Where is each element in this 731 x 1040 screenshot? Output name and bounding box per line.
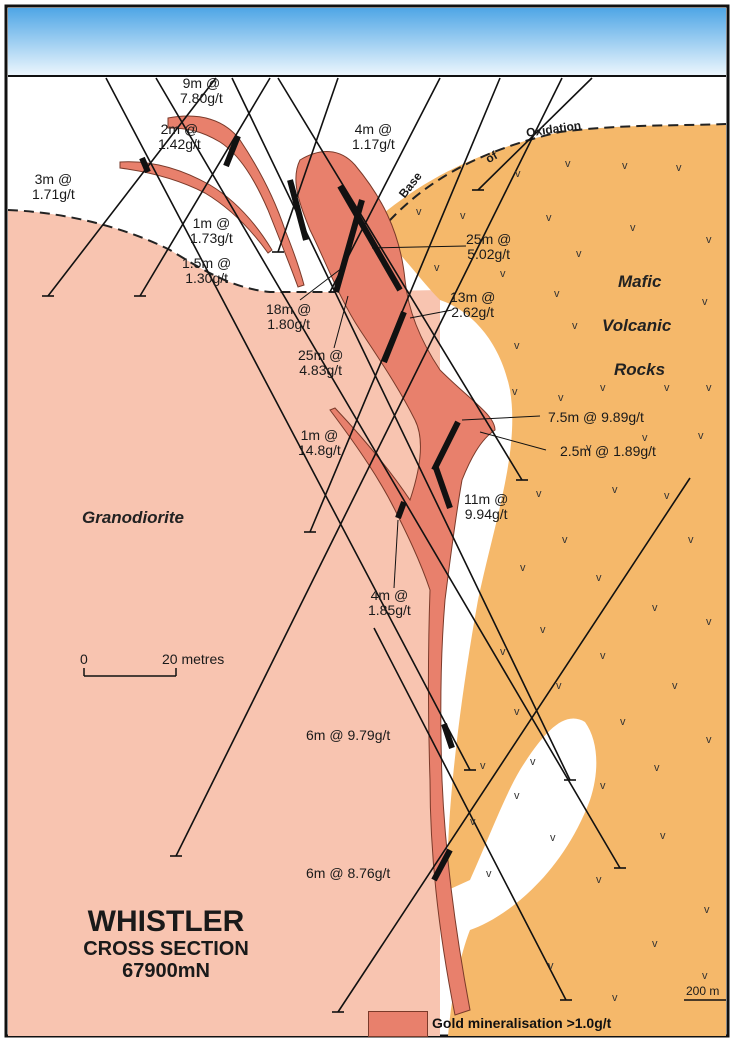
drill-hole-5 [47, 77, 217, 297]
drill-hole-3 [231, 77, 571, 781]
drill-hole-11 [477, 77, 593, 191]
legend-swatch [368, 1011, 428, 1037]
intercept-label-4m-b: 4m @ 1.85g/t [368, 587, 411, 618]
intercept-label-18m: 18m @ 1.80g/t [266, 301, 312, 332]
drill-hole-1 [105, 77, 471, 771]
intercept-label-25m-a: 25m @ 5.02g/t [466, 231, 512, 262]
intercept-bars [139, 134, 461, 882]
intercept-label-13m: 13m @ 2.62g/t [450, 289, 496, 320]
legend-label: Gold mineralisation >1.0g/t [432, 1015, 612, 1031]
rock-label-granodiorite: Granodiorite [82, 508, 185, 527]
scale-label-zero: 0 [80, 651, 88, 667]
title-block: WHISTLER CROSS SECTION 67900mN [36, 905, 296, 983]
drill-hole-12 [337, 477, 691, 1013]
intercept-label-3m: 3m @ 1.71g/t [32, 171, 75, 202]
intercept-label-1m-a: 1m @ 1.73g/t [190, 215, 233, 246]
sky-band [8, 8, 726, 76]
intercept-label-4m-top: 4m @ 1.17g/t [352, 121, 395, 152]
scale-label-right: 200 m [686, 984, 720, 998]
drill-hole-10 [175, 77, 563, 857]
drill-holes [42, 77, 691, 1013]
scale-label-twenty: 20 metres [162, 651, 225, 667]
gold-vein-upper-1 [167, 115, 305, 288]
intercept-label-25m-b: 25m @ 4.83g/t [298, 347, 344, 378]
gold-mineralisation-main [295, 151, 496, 1016]
intercept-label-1.5m: 1.5m @ 1.30g/t [182, 255, 232, 286]
granodiorite-body [8, 210, 440, 1036]
drill-hole-4 [277, 77, 523, 481]
scale-bar [83, 668, 177, 677]
intercept-label-1m-b: 1m @ 14.8g/t [298, 427, 341, 458]
intercept-label-6m-b: 6m @ 8.76g/t [306, 865, 391, 881]
drill-hole-6 [139, 77, 271, 297]
leader-lines [299, 245, 547, 589]
drill-hole-2 [155, 77, 621, 869]
intercept-label-7.5m: 7.5m @ 9.89g/t [548, 409, 644, 425]
rock-label-mafic: Mafic [618, 272, 662, 291]
title-coord: 67900mN [122, 960, 210, 982]
intercept-label-2m: 2m @ 1.42g/t [158, 121, 201, 152]
mafic-volcanic-body [370, 124, 726, 1036]
drill-hole-9 [309, 77, 501, 533]
title-main: WHISTLER [87, 905, 245, 938]
intercept-label-9m: 9m @ 7.80g/t [180, 75, 223, 106]
intercept-label-2.5m: 2.5m @ 1.89g/t [560, 443, 656, 459]
gold-vein-upper-2 [119, 161, 273, 254]
title-sub: CROSS SECTION [83, 938, 249, 960]
rock-label-rocks: Rocks [614, 360, 666, 379]
rock-label-volcanic: Volcanic [602, 316, 672, 335]
drill-hole-7 [277, 77, 339, 253]
drill-hole-13 [373, 627, 567, 1001]
intercept-label-6m-a: 6m @ 9.79g/t [306, 727, 391, 743]
intercept-label-11m: 11m @ 9.94g/t [464, 491, 509, 522]
